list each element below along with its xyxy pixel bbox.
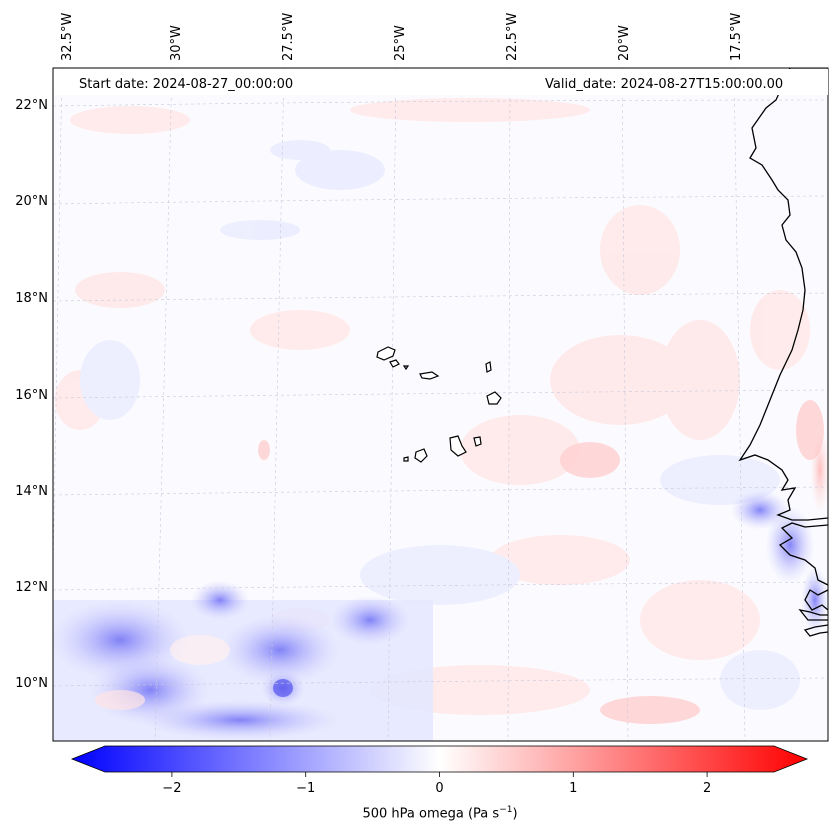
graticule — [53, 68, 828, 741]
colorbar-tick-label: 1 — [569, 781, 578, 796]
lon-label: 32.5°W — [60, 12, 75, 61]
lat-label: 12°N — [15, 580, 48, 595]
lon-label: 30°W — [169, 25, 184, 61]
start-date-label: Start date: 2024-08-27_00:00:00 — [79, 77, 294, 92]
coastline-west-africa — [738, 68, 828, 637]
colorbar-tick-label: −1 — [296, 781, 316, 796]
lon-label: 27.5°W — [281, 12, 296, 61]
cape-verde-islands — [376, 346, 502, 463]
lon-label: 20°W — [617, 25, 632, 61]
colorbar-label: 500 hPa omega (Pa s−1) — [362, 805, 518, 822]
map-panel — [53, 68, 828, 741]
valid-date-label: Valid_date: 2024-08-27T15:00:00.00 — [545, 77, 784, 92]
lat-label: 14°N — [15, 484, 48, 499]
lon-label: 17.5°W — [729, 12, 744, 61]
lat-label: 22°N — [15, 98, 48, 113]
colorbar-tick-label: 0 — [435, 781, 444, 796]
lat-label: 18°N — [15, 291, 48, 306]
colorbar-tick-label: −2 — [162, 781, 182, 796]
map-frame — [52, 67, 829, 742]
colorbar-body — [70, 745, 809, 773]
date-banner — [54, 69, 828, 95]
lat-label: 10°N — [15, 676, 48, 691]
lon-label: 22.5°W — [505, 12, 520, 61]
colorbar — [70, 745, 809, 777]
lon-label: 25°W — [393, 25, 408, 61]
lat-label: 20°N — [15, 194, 48, 209]
colorbar-tick-label: 2 — [702, 781, 712, 796]
lat-label: 16°N — [15, 388, 48, 403]
omega-field — [53, 98, 828, 741]
